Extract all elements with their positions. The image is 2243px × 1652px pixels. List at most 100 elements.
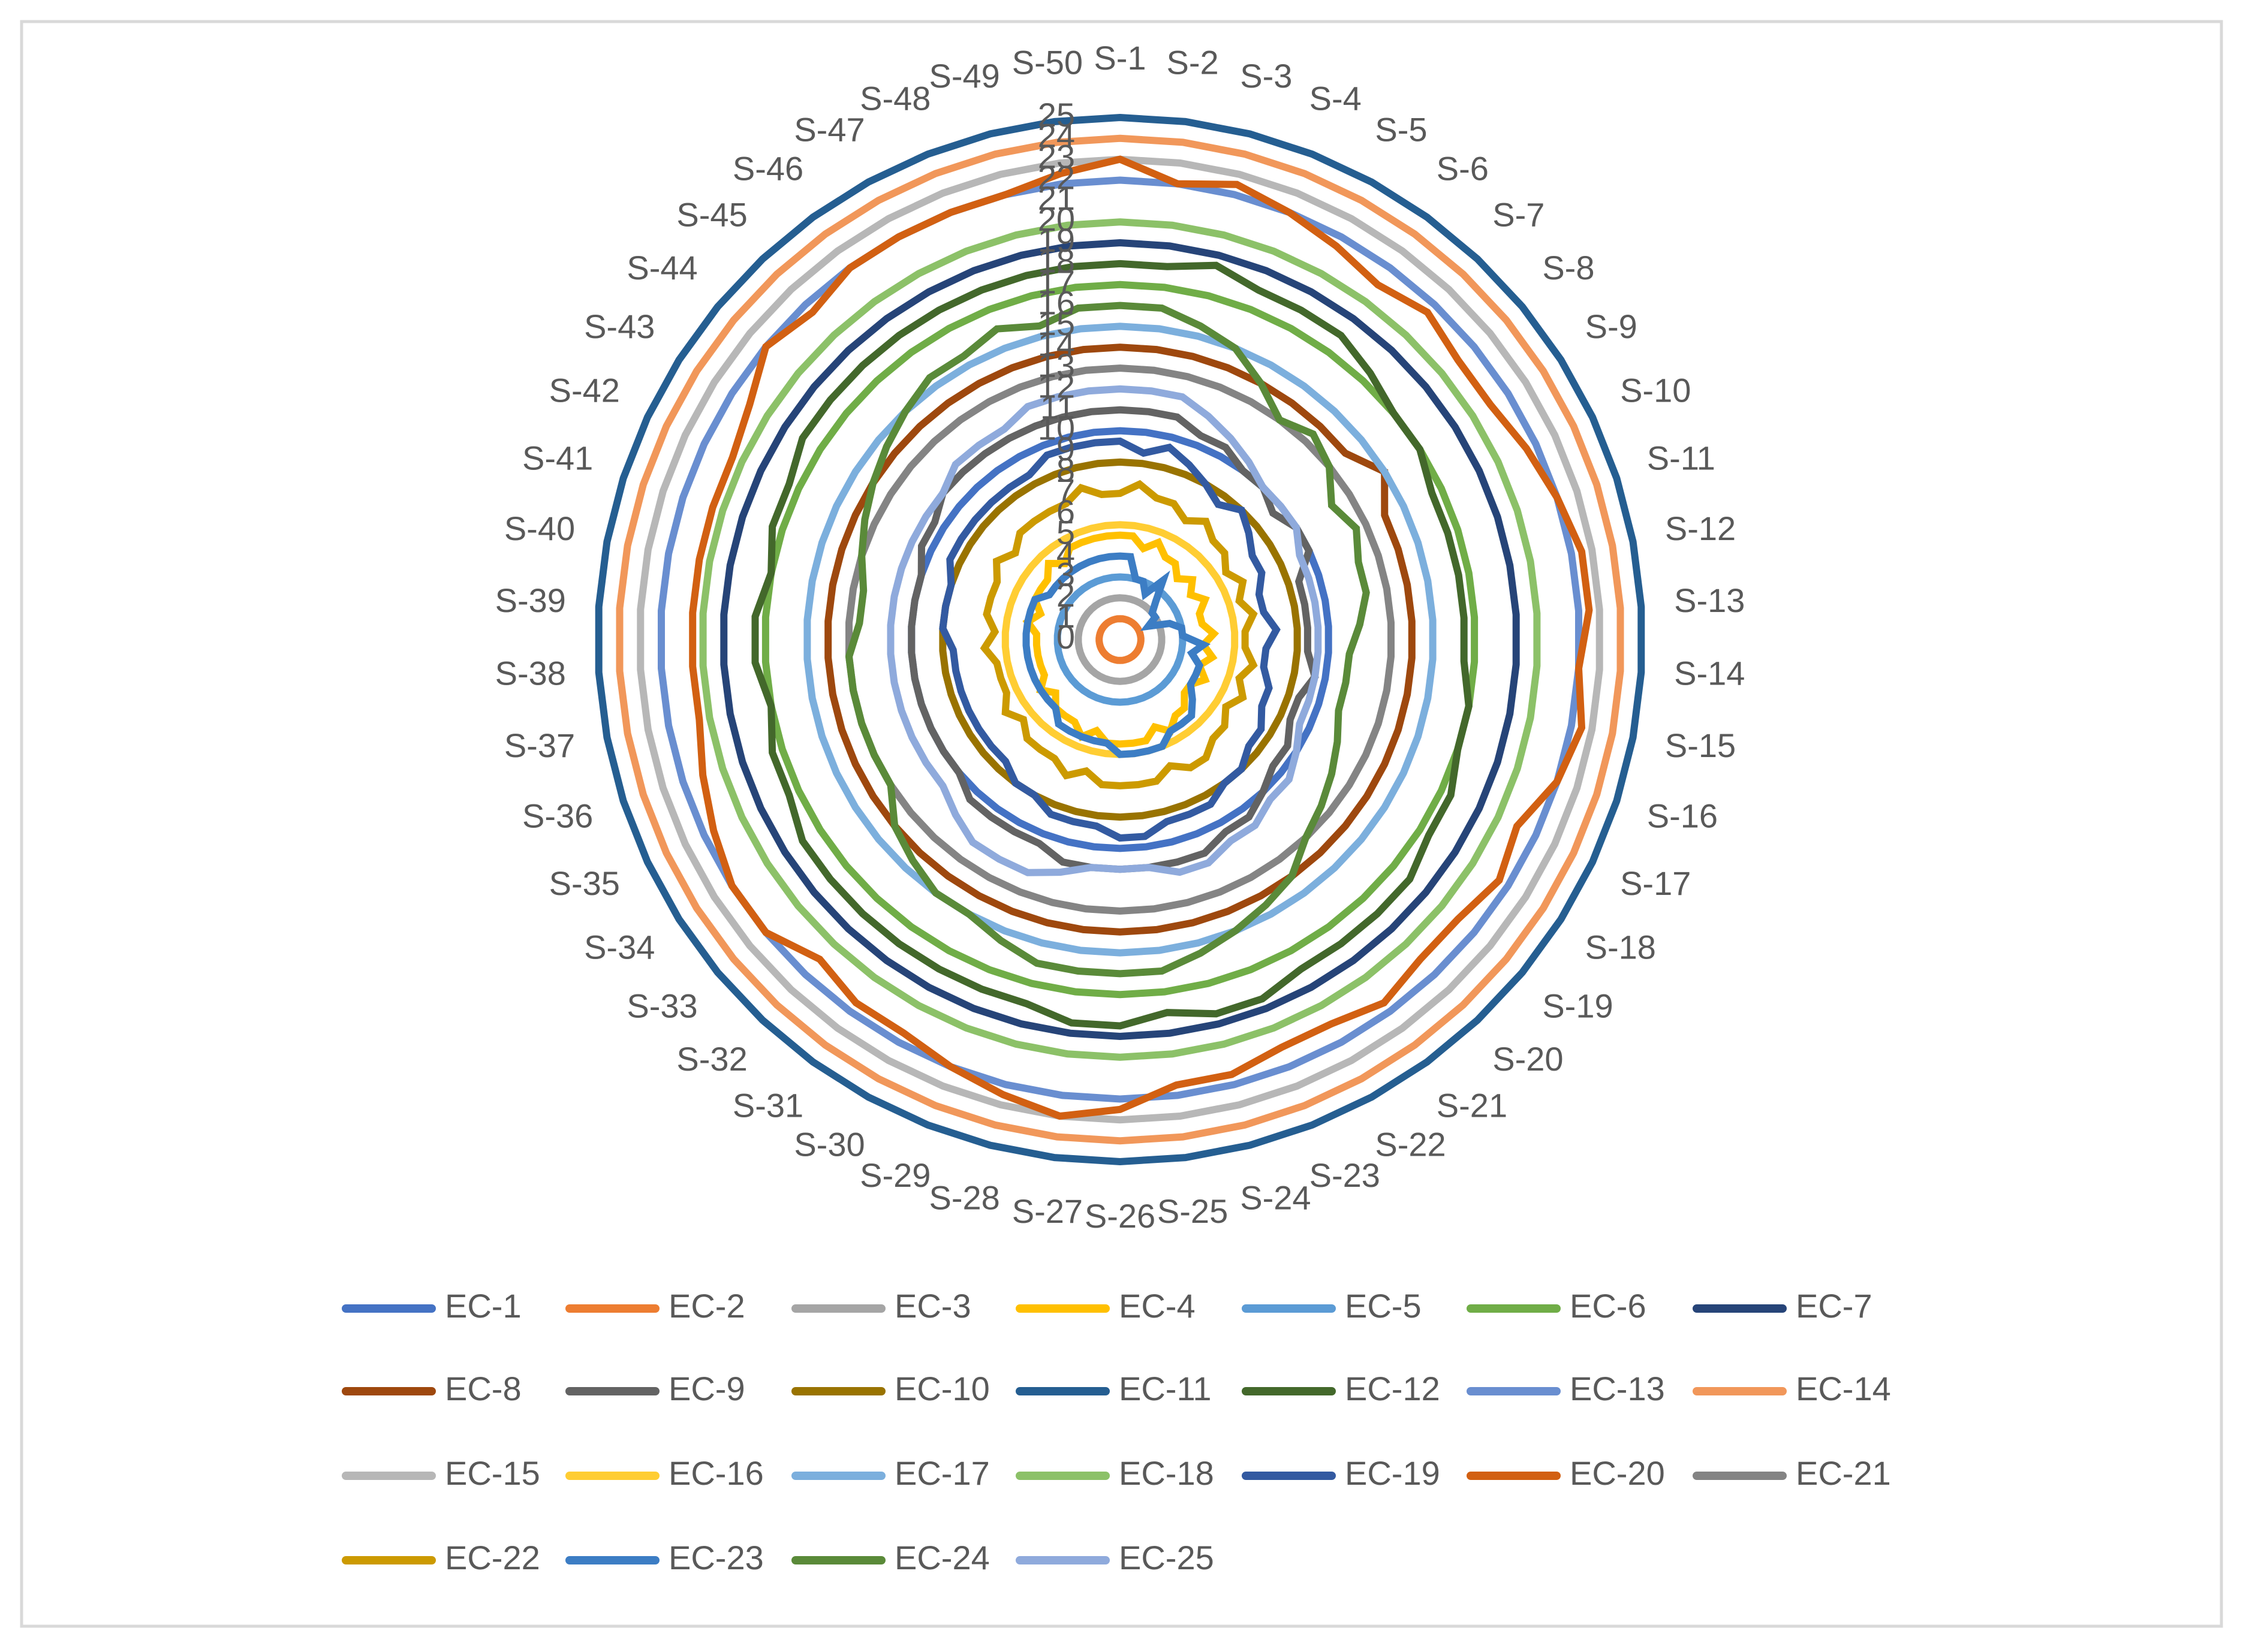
- y-tick-label: 2: [1056, 576, 1075, 614]
- category-label: S-35: [549, 864, 620, 902]
- series-line: [699, 218, 1541, 1061]
- legend-label: EC-22: [445, 1539, 540, 1576]
- category-label: S-11: [1647, 439, 1715, 477]
- legend-label: EC-11: [1119, 1370, 1212, 1407]
- legend-label: EC-17: [895, 1454, 990, 1492]
- legend-label: EC-8: [445, 1370, 522, 1407]
- y-tick-label: 8: [1056, 451, 1075, 489]
- y-tick-label: 19: [1038, 221, 1075, 259]
- category-label: S-21: [1437, 1086, 1507, 1124]
- legend-label: EC-16: [669, 1454, 764, 1492]
- y-tick-label: 0: [1056, 618, 1075, 656]
- category-label: S-20: [1492, 1040, 1563, 1078]
- y-tick-label: 5: [1056, 514, 1075, 551]
- y-tick-label: 6: [1056, 493, 1075, 530]
- y-tick-label: 9: [1056, 430, 1075, 468]
- y-tick-label: 1: [1056, 597, 1075, 635]
- y-tick-label: 14: [1038, 325, 1075, 363]
- category-label: S-14: [1674, 654, 1745, 692]
- series-line: [689, 155, 1593, 1120]
- category-label: S-30: [794, 1125, 865, 1163]
- series-line: [803, 322, 1437, 957]
- y-tick-label: 21: [1038, 179, 1075, 217]
- series-line: [1022, 552, 1211, 758]
- category-label: S-23: [1309, 1156, 1380, 1194]
- legend-label: EC-6: [1570, 1287, 1646, 1325]
- category-label: S-32: [676, 1040, 747, 1078]
- series-line: [1053, 573, 1187, 706]
- category-label: S-41: [522, 439, 593, 477]
- legend-label: EC-15: [445, 1454, 540, 1492]
- category-label: S-15: [1665, 726, 1736, 764]
- y-tick-label: 25: [1038, 96, 1075, 134]
- category-label: S-12: [1665, 510, 1736, 547]
- category-label: S-5: [1375, 110, 1427, 148]
- category-label: S-38: [495, 654, 566, 692]
- category-label: S-19: [1542, 987, 1613, 1025]
- series-line: [720, 239, 1520, 1041]
- y-tick-label: 4: [1056, 534, 1075, 572]
- category-label: S-40: [504, 510, 575, 547]
- y-tick-label: 17: [1038, 263, 1075, 301]
- y-tick-label: 20: [1038, 200, 1075, 238]
- legend-label: EC-19: [1345, 1454, 1440, 1492]
- category-label: S-28: [929, 1178, 999, 1216]
- category-label: S-8: [1542, 249, 1594, 287]
- y-tick-label: 11: [1040, 388, 1075, 426]
- legend-label: EC-25: [1119, 1539, 1214, 1576]
- category-label: S-47: [794, 110, 865, 148]
- series-line: [845, 302, 1370, 978]
- category-label: S-33: [627, 987, 697, 1025]
- legend-label: EC-18: [1119, 1454, 1214, 1492]
- category-label: S-25: [1157, 1192, 1228, 1230]
- legend-label: EC-12: [1345, 1370, 1440, 1407]
- series-line: [595, 113, 1645, 1166]
- y-tick-label: 22: [1038, 158, 1075, 196]
- category-label: S-26: [1085, 1197, 1155, 1235]
- category-label: S-24: [1240, 1178, 1311, 1216]
- category-label: S-18: [1585, 928, 1656, 966]
- category-label: S-27: [1012, 1192, 1083, 1230]
- category-label: S-10: [1620, 371, 1691, 409]
- category-label: S-6: [1437, 149, 1489, 187]
- category-label: S-9: [1585, 308, 1637, 345]
- series-line: [616, 134, 1624, 1145]
- legend-label: EC-21: [1796, 1454, 1891, 1492]
- category-label: S-7: [1492, 196, 1544, 234]
- category-label: S-39: [495, 581, 566, 619]
- series-line: [751, 260, 1473, 1030]
- series-line: [637, 155, 1603, 1124]
- category-label: S-1: [1094, 39, 1146, 77]
- series-line: [845, 364, 1395, 915]
- category-label: S-22: [1375, 1125, 1446, 1163]
- category-label: S-34: [584, 928, 655, 966]
- category-label: S-17: [1620, 864, 1691, 902]
- category-label: S-16: [1647, 797, 1718, 834]
- category-label: S-50: [1012, 43, 1083, 81]
- category-label: S-46: [733, 149, 803, 187]
- y-tick-label: 12: [1038, 367, 1075, 405]
- legend-label: EC-1: [445, 1287, 522, 1325]
- legend-label: EC-4: [1119, 1287, 1196, 1325]
- category-label: S-45: [676, 196, 747, 234]
- legend-label: EC-13: [1570, 1370, 1665, 1407]
- legend-label: EC-23: [669, 1539, 764, 1576]
- category-label: S-42: [549, 371, 620, 409]
- y-tick-label: 16: [1038, 284, 1075, 321]
- legend-label: EC-2: [669, 1287, 745, 1325]
- y-tick-label: 3: [1056, 555, 1075, 593]
- category-label: S-2: [1166, 43, 1218, 81]
- series-line: [980, 480, 1258, 789]
- legend-label: EC-3: [895, 1287, 971, 1325]
- legend-label: EC-20: [1570, 1454, 1665, 1492]
- legend-label: EC-24: [895, 1539, 990, 1576]
- y-tick-label: 10: [1038, 409, 1075, 447]
- legend-label: EC-5: [1345, 1287, 1422, 1325]
- category-label: S-3: [1240, 57, 1292, 95]
- y-tick-label: 18: [1038, 242, 1075, 280]
- legend-label: EC-9: [669, 1370, 745, 1407]
- category-label: S-43: [584, 308, 655, 345]
- legend-label: EC-10: [895, 1370, 990, 1407]
- chart-border: [20, 20, 2223, 1628]
